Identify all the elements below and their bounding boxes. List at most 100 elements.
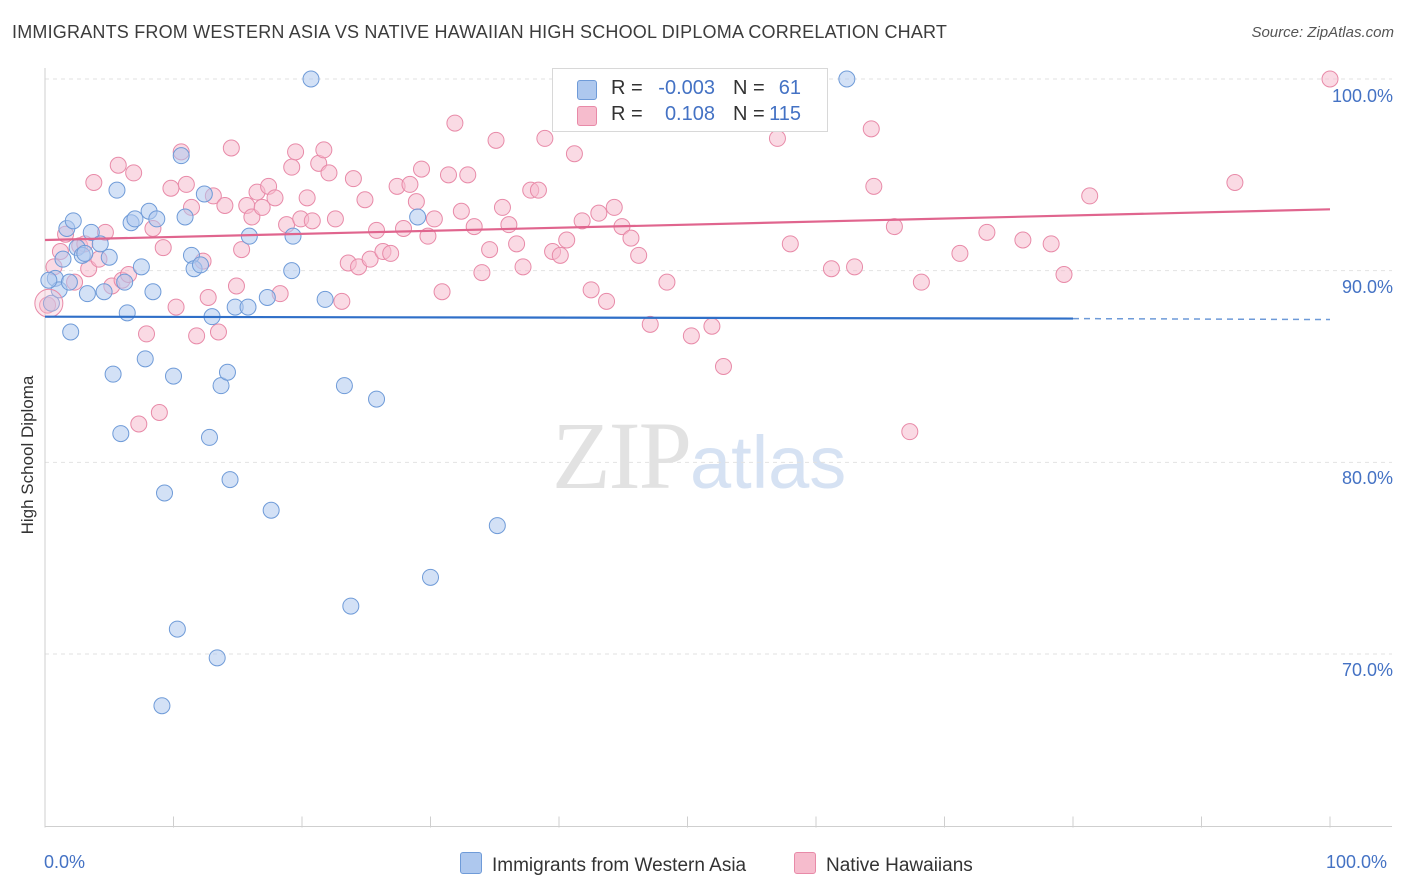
western-asia-point <box>119 305 135 321</box>
native-hawaiian-point <box>396 221 412 237</box>
western-asia-point <box>201 429 217 445</box>
native-hawaiian-point <box>1082 188 1098 204</box>
native-hawaiian-point <box>168 299 184 315</box>
native-hawaiian-point <box>623 230 639 246</box>
y-axis-label: High School Diploma <box>18 376 38 535</box>
y-tick-100: 100.0% <box>1332 86 1393 107</box>
native-hawaiian-point <box>453 203 469 219</box>
western-asia-point <box>41 272 57 288</box>
western-asia-point <box>489 518 505 534</box>
native-hawaiian-point <box>228 278 244 294</box>
western-asia-point <box>65 213 81 229</box>
western-asia-point <box>133 259 149 275</box>
native-hawaiian-point <box>163 180 179 196</box>
western-asia-point <box>263 502 279 518</box>
native-hawaiian-point <box>902 424 918 440</box>
western-asia-trendline-extension <box>1073 319 1330 320</box>
y-tick-80: 80.0% <box>1342 468 1393 489</box>
native-hawaiian-point <box>466 219 482 235</box>
native-hawaiian-point <box>414 161 430 177</box>
western-asia-point <box>410 209 426 225</box>
native-hawaiian-point <box>284 159 300 175</box>
western-asia-point <box>101 249 117 265</box>
western-asia-point <box>79 286 95 302</box>
stats-row-native-hawaiians: R = 0.108 N = 115 <box>553 103 827 127</box>
native-hawaiian-trendline <box>45 209 1330 240</box>
western-asia-point <box>192 257 208 273</box>
native-hawaiian-point <box>866 178 882 194</box>
native-hawaiian-point <box>552 247 568 263</box>
native-hawaiian-point <box>494 199 510 215</box>
n-label: N = <box>733 77 765 100</box>
native-hawaiian-point <box>979 224 995 240</box>
native-hawaiian-point <box>863 121 879 137</box>
native-hawaiian-point <box>847 259 863 275</box>
native-hawaiian-point <box>189 328 205 344</box>
native-hawaiian-point <box>217 198 233 214</box>
stats-row-western-asia: R = -0.003 N = 61 <box>553 77 827 101</box>
native-hawaiian-point <box>434 284 450 300</box>
legend-item-western-asia[interactable]: Immigrants from Western Asia <box>460 852 746 877</box>
western-asia-point <box>423 569 439 585</box>
western-asia-point <box>61 274 77 290</box>
native-hawaiian-point <box>131 416 147 432</box>
native-hawaiian-point <box>631 247 647 263</box>
western-asia-point <box>209 650 225 666</box>
native-hawaiian-point <box>321 165 337 181</box>
western-asia-point <box>169 621 185 637</box>
native-hawaiian-point <box>1227 175 1243 191</box>
native-hawaiian-point <box>886 219 902 235</box>
native-hawaiian-point <box>426 211 442 227</box>
western-asia-point <box>96 284 112 300</box>
western-asia-point <box>149 211 165 227</box>
native-hawaiian-point <box>559 232 575 248</box>
western-asia-point <box>177 209 193 225</box>
native-hawaiian-point <box>566 146 582 162</box>
scatter-chart <box>0 0 1406 892</box>
native-hawaiian-point <box>782 236 798 252</box>
native-hawaiian-point <box>357 192 373 208</box>
native-hawaiian-point <box>591 205 607 221</box>
native-hawaiian-point <box>913 274 929 290</box>
native-hawaiian-point <box>299 190 315 206</box>
western-asia-point <box>196 186 212 202</box>
native-hawaiian-point <box>86 175 102 191</box>
n-value: 61 <box>763 77 801 100</box>
native-hawaiian-point <box>583 282 599 298</box>
native-hawaiian-point <box>402 176 418 192</box>
native-hawaiian-point <box>316 142 332 158</box>
y-tick-70: 70.0% <box>1342 660 1393 681</box>
r-label: R = <box>611 77 643 100</box>
western-asia-point <box>839 71 855 87</box>
native-hawaiian-point <box>509 236 525 252</box>
native-hawaiians-swatch <box>577 106 597 126</box>
native-hawaiian-point <box>1043 236 1059 252</box>
native-hawaiian-point <box>383 245 399 261</box>
native-hawaiian-point <box>288 144 304 160</box>
native-hawaiian-point <box>267 190 283 206</box>
native-hawaiian-point <box>482 242 498 258</box>
native-hawaiian-point <box>1322 71 1338 87</box>
stats-legend: R = -0.003 N = 61 R = 0.108 N = 115 <box>552 68 828 132</box>
native-hawaiian-point <box>515 259 531 275</box>
western-asia-trendline <box>45 317 1073 319</box>
native-hawaiian-point <box>1015 232 1031 248</box>
legend-item-native-hawaiians[interactable]: Native Hawaiians <box>794 852 973 877</box>
native-hawaiian-point <box>447 115 463 131</box>
western-asia-point <box>317 291 333 307</box>
native-hawaiian-point <box>210 324 226 340</box>
native-hawaiian-point <box>599 293 615 309</box>
n-label: N = <box>733 103 765 126</box>
r-label: R = <box>611 103 643 126</box>
western-asia-point <box>219 364 235 380</box>
western-asia-point <box>222 472 238 488</box>
native-hawaiian-point <box>334 293 350 309</box>
native-hawaiian-point <box>327 211 343 227</box>
western-asia-point <box>117 274 133 290</box>
western-asia-point <box>109 182 125 198</box>
native-hawaiian-point <box>606 199 622 215</box>
western-asia-point <box>336 378 352 394</box>
western-asia-point <box>154 698 170 714</box>
native-hawaiian-point <box>200 290 216 306</box>
western-asia-point <box>240 299 256 315</box>
